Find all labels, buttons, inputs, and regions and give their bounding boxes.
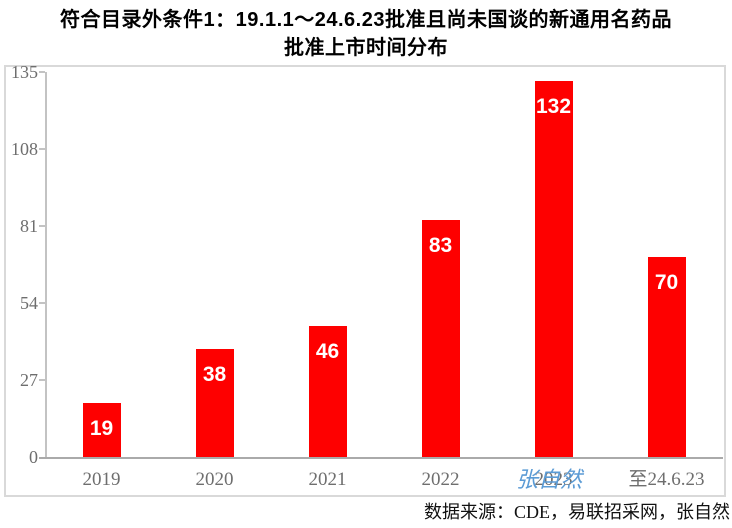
chart-title-line2: 批准上市时间分布 — [284, 37, 448, 59]
bar-value-label: 46 — [315, 339, 340, 363]
y-axis-tick-label: 27 — [20, 370, 38, 390]
bar-value-label: 70 — [654, 271, 679, 295]
x-axis-category-label: 2021 — [308, 469, 347, 490]
bar-value-label: 83 — [428, 234, 453, 258]
x-axis-category-label: 2019 — [82, 469, 121, 490]
bar-2023 — [534, 80, 573, 457]
y-axis-tick-label: 54 — [20, 293, 38, 313]
y-axis-tick-mark — [39, 225, 45, 227]
y-axis-tick-label: 135 — [11, 62, 38, 82]
chart-title: 符合目录外条件1：19.1.1～24.6.23批准且尚未国谈的新通用名药品 批准… — [0, 6, 732, 62]
y-axis-tick-label: 81 — [20, 216, 38, 236]
bar-value-label: 132 — [535, 94, 572, 118]
chart-canvas: 张自然 0 27 54 81 108 135 19 2019 38 2020 46 2021 83 202… — [4, 62, 726, 497]
y-axis-tick-mark — [39, 71, 45, 73]
bar-value-label: 38 — [202, 362, 227, 386]
watermark-text: 张自然 — [516, 467, 583, 492]
bar-2022 — [421, 220, 460, 457]
bar-2021 — [308, 325, 347, 457]
y-axis-tick-label: 0 — [29, 447, 38, 467]
y-axis-tick-label: 108 — [11, 139, 38, 159]
bar-至24.6.23 — [647, 257, 686, 457]
chart-title-line1: 符合目录外条件1：19.1.1～24.6.23批准且尚未国谈的新通用名药品 — [60, 9, 672, 31]
bar-value-label: 19 — [89, 416, 114, 440]
y-axis-tick-mark — [39, 379, 45, 381]
y-axis-line — [45, 72, 47, 458]
bar-2019 — [82, 402, 121, 457]
bar-2020 — [195, 348, 234, 457]
x-axis-category-label: 2023 — [534, 469, 573, 490]
y-axis-tick-mark — [39, 148, 45, 150]
x-axis-category-label: 至24.6.23 — [628, 469, 705, 490]
x-axis-category-label: 2020 — [195, 469, 234, 490]
data-source-caption: 数据来源：CDE，易联招采网，张自然 — [424, 502, 730, 522]
y-axis-tick-mark — [39, 302, 45, 304]
x-axis-category-label: 2022 — [421, 469, 460, 490]
x-axis-line — [39, 457, 723, 459]
